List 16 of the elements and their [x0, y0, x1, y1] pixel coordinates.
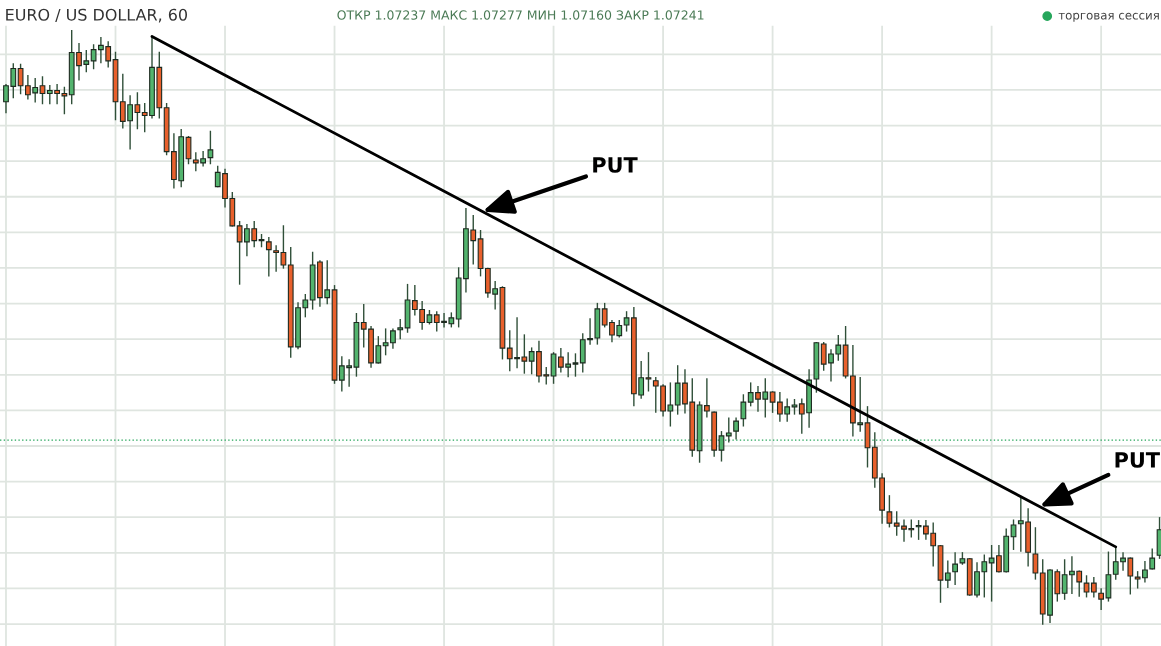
candlestick	[207, 130, 214, 165]
candlestick	[1010, 519, 1017, 550]
text: торговая сессия	[1058, 12, 1159, 22]
candlestick	[740, 394, 747, 427]
candlestick	[944, 560, 951, 588]
candlestick	[397, 318, 404, 340]
candlestick	[886, 495, 893, 528]
annotation: PUT	[1115, 452, 1160, 468]
candlestick	[725, 417, 732, 443]
candlestick	[265, 237, 272, 277]
chart-title: EURO / US DOLLAR, 60	[6, 8, 188, 23]
text: ОТКР 1.07237 МАКС 1.07277 МИН 1.07160 ЗАКР 1.07241	[337, 10, 704, 20]
candlestick	[733, 417, 739, 440]
annotation: PUT	[593, 157, 638, 173]
candlestick	[39, 76, 46, 105]
candlestick	[1032, 527, 1039, 580]
